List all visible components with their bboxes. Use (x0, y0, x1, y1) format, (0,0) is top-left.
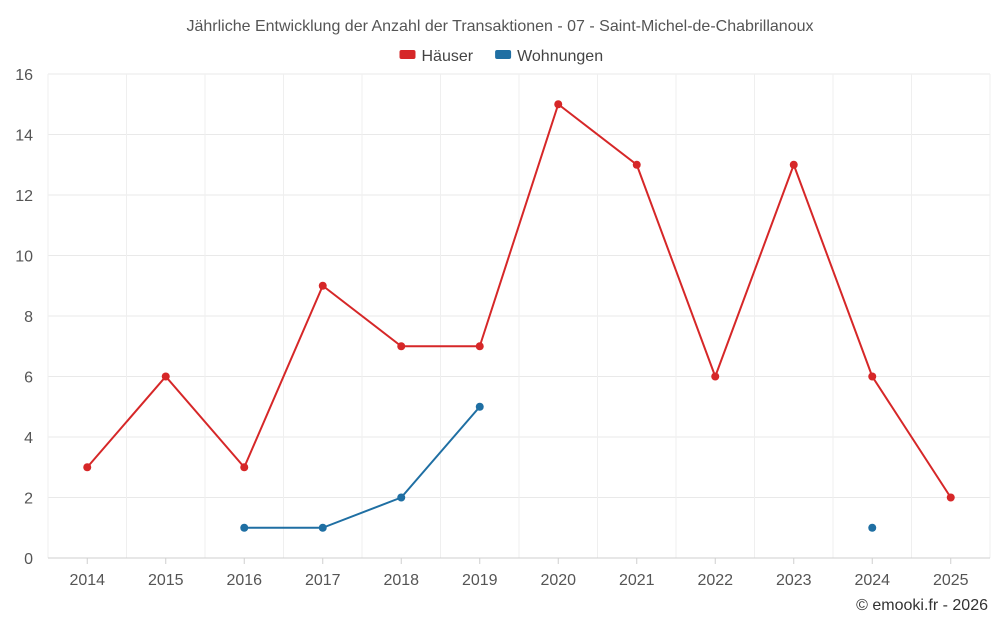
data-point[interactable] (789, 160, 798, 169)
series-häuser (83, 100, 955, 502)
x-tick-label: 2022 (697, 572, 733, 589)
y-tick-label: 16 (15, 67, 33, 84)
y-tick-label: 10 (15, 249, 33, 266)
data-point[interactable] (318, 523, 327, 532)
y-tick-label: 0 (24, 551, 33, 568)
x-tick-label: 2015 (148, 572, 184, 589)
x-tick-label: 2019 (462, 572, 498, 589)
data-point[interactable] (632, 160, 641, 169)
data-point[interactable] (711, 372, 720, 381)
y-tick-label: 8 (24, 309, 33, 326)
y-tick-label: 4 (24, 430, 33, 447)
chart-legend[interactable]: Häuser Wohnungen (399, 48, 604, 65)
legend-swatch (399, 50, 416, 59)
y-tick-label: 2 (24, 491, 33, 508)
x-tick-label: 2018 (383, 572, 419, 589)
series-line (86, 103, 952, 499)
data-point[interactable] (397, 342, 406, 351)
x-tick-label: 2025 (933, 572, 969, 589)
y-tick-label: 14 (15, 128, 33, 145)
data-point[interactable] (240, 463, 249, 472)
x-tick-label: 2016 (226, 572, 262, 589)
data-point[interactable] (868, 372, 877, 381)
y-tick-label: 6 (24, 370, 33, 387)
data-point[interactable] (83, 463, 92, 472)
legend-item-wohnungen[interactable]: Wohnungen (495, 48, 603, 65)
x-tick-label: 2014 (69, 572, 105, 589)
data-point[interactable] (475, 402, 484, 411)
chart-grid (47, 73, 991, 559)
data-point[interactable] (397, 493, 406, 502)
data-point[interactable] (240, 523, 249, 532)
x-tick-label: 2024 (854, 572, 890, 589)
data-point[interactable] (946, 493, 955, 502)
legend-label: Häuser (422, 48, 474, 65)
x-tick-label: 2021 (619, 572, 655, 589)
x-tick-label: 2020 (540, 572, 576, 589)
series-wohnungen (240, 402, 877, 532)
x-tick-label: 2017 (305, 572, 341, 589)
legend-item-häuser[interactable]: Häuser (399, 48, 474, 65)
chart-title: Jährliche Entwicklung der Anzahl der Tra… (187, 18, 814, 35)
legend-swatch (495, 50, 512, 59)
x-tick-label: 2023 (776, 572, 812, 589)
chart-axes: 0 2 4 6 8 10 12 14 16 2014 2015 2016 2017 2018 2019 202… (15, 67, 990, 589)
data-point[interactable] (161, 372, 170, 381)
data-point[interactable] (868, 523, 877, 532)
data-point[interactable] (554, 100, 563, 109)
data-point[interactable] (318, 281, 327, 290)
y-tick-label: 12 (15, 188, 33, 205)
chart-credit: © emooki.fr - 2026 (856, 597, 988, 614)
data-point[interactable] (475, 342, 484, 351)
legend-label: Wohnungen (517, 48, 603, 65)
chart-series (83, 100, 955, 532)
series-line (244, 406, 481, 529)
